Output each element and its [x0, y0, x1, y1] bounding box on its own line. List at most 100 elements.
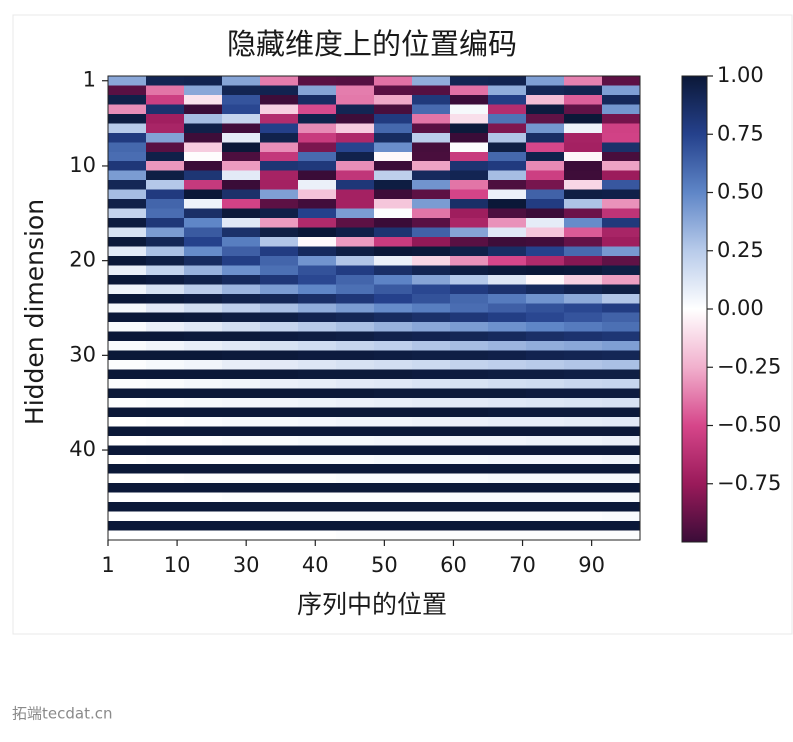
heatmap-cell	[526, 293, 565, 304]
heatmap-cell	[298, 350, 337, 361]
heatmap-cell	[564, 180, 603, 191]
colorbar-tick-label: −0.75	[717, 471, 781, 495]
heatmap-cell	[222, 435, 261, 446]
heatmap-cell	[146, 132, 185, 143]
heatmap-cell	[336, 293, 375, 304]
heatmap-cell	[488, 502, 527, 512]
heatmap-cell	[488, 511, 527, 522]
heatmap-cell	[146, 502, 185, 512]
heatmap-cell	[450, 274, 489, 285]
heatmap-cell	[146, 464, 185, 475]
heatmap-cell	[374, 227, 413, 238]
heatmap-cell	[298, 161, 337, 172]
heatmap-cell	[374, 388, 413, 399]
heatmap-cell	[222, 94, 261, 105]
heatmap-cell	[564, 492, 603, 503]
heatmap-cell	[526, 369, 565, 380]
heatmap-cell	[184, 397, 223, 408]
heatmap-cell	[260, 511, 299, 522]
heatmap-cell	[336, 350, 375, 361]
colorbar-tick-label: −0.25	[717, 354, 781, 378]
heatmap-cell	[146, 123, 185, 134]
heatmap-cell	[602, 208, 641, 219]
heatmap-cell	[260, 151, 299, 162]
heatmap-cell	[298, 113, 337, 124]
heatmap-cell	[222, 322, 261, 333]
heatmap-cell	[260, 142, 299, 153]
heatmap-cell	[298, 284, 337, 295]
heatmap-cell	[222, 218, 261, 228]
heatmap-cell	[146, 142, 185, 153]
heatmap-cell	[108, 132, 147, 143]
heatmap-cell	[450, 426, 489, 437]
heatmap-cell	[184, 360, 223, 370]
heatmap-cell	[336, 236, 375, 247]
heatmap-cell	[564, 511, 603, 522]
heatmap-cell	[146, 94, 185, 105]
heatmap-cell	[488, 454, 527, 465]
heatmap-cell	[146, 246, 185, 257]
heatmap-cell	[222, 246, 261, 257]
heatmap-cell	[450, 369, 489, 380]
heatmap-cell	[450, 151, 489, 162]
heatmap-cell	[374, 274, 413, 285]
heatmap-cell	[260, 521, 299, 531]
heatmap-cell	[488, 530, 527, 541]
heatmap-cell	[260, 379, 299, 389]
heatmap-cell	[564, 76, 603, 86]
heatmap-cell	[564, 94, 603, 105]
heatmap-cell	[450, 350, 489, 361]
heatmap-cell	[222, 265, 261, 276]
heatmap-cell	[146, 492, 185, 503]
heatmap-cell	[450, 511, 489, 522]
heatmap-cell	[336, 104, 375, 115]
heatmap-cell	[450, 416, 489, 427]
colorbar-tick-label: 0.50	[717, 180, 764, 204]
heatmap-cell	[374, 265, 413, 276]
heatmap-cell	[526, 521, 565, 531]
heatmap-cell	[412, 502, 451, 512]
heatmap-cell	[526, 454, 565, 465]
heatmap-cell	[336, 227, 375, 238]
heatmap-cell	[146, 274, 185, 285]
heatmap-cell	[488, 483, 527, 494]
heatmap-cell	[526, 199, 565, 209]
heatmap-cell	[260, 464, 299, 475]
heatmap-cell	[260, 208, 299, 219]
heatmap-cell	[222, 303, 261, 314]
heatmap-cell	[146, 265, 185, 276]
heatmap-cell	[146, 236, 185, 247]
heatmap-cell	[526, 142, 565, 153]
heatmap-cell	[298, 312, 337, 323]
heatmap-cell	[146, 170, 185, 181]
heatmap-cell	[298, 322, 337, 333]
heatmap-cell	[374, 189, 413, 200]
heatmap-cell	[146, 454, 185, 465]
plot-frame	[107, 75, 641, 541]
heatmap-cell	[564, 388, 603, 399]
heatmap-cell	[412, 322, 451, 333]
heatmap-cell	[108, 435, 147, 446]
heatmap-cell	[374, 104, 413, 115]
heatmap-cell	[526, 274, 565, 285]
heatmap-cell	[488, 350, 527, 361]
heatmap-cell	[184, 454, 223, 465]
heatmap-cell	[602, 322, 641, 333]
heatmap-cell	[184, 350, 223, 361]
heatmap-cell	[146, 180, 185, 191]
heatmap-cell	[108, 388, 147, 399]
heatmap-cell	[488, 76, 527, 86]
heatmap-cell	[108, 161, 147, 172]
heatmap-cell	[146, 199, 185, 209]
heatmap-cell	[222, 521, 261, 531]
heatmap-cell	[526, 76, 565, 86]
heatmap-cell	[146, 483, 185, 494]
heatmap-cell	[488, 284, 527, 295]
heatmap-cell	[450, 132, 489, 143]
heatmap-cell	[298, 189, 337, 200]
heatmap-cell	[488, 322, 527, 333]
heatmap-cell	[222, 492, 261, 503]
heatmap-cell	[260, 293, 299, 304]
heatmap-cell	[108, 445, 147, 456]
heatmap-cell	[146, 416, 185, 427]
